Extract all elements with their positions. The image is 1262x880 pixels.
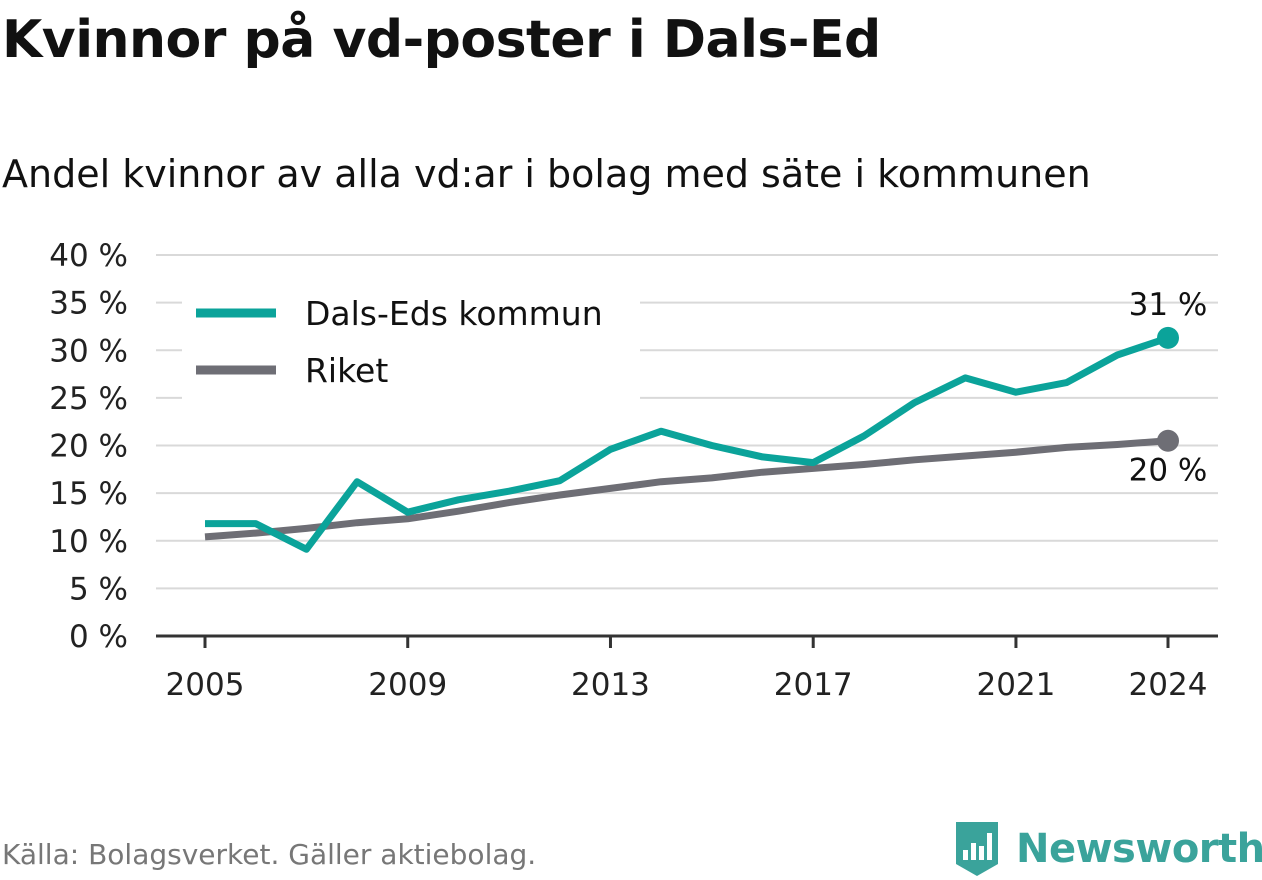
x-axis-ticks: 2005 2009 2013 2017 2021 2024: [166, 636, 1208, 703]
legend-background: [182, 282, 640, 400]
y-tick-label-30: 30 %: [49, 333, 128, 369]
end-label-riket: 20 %: [1129, 453, 1208, 489]
source-note: Källa: Bolagsverket. Gäller aktiebolag.: [2, 838, 537, 871]
brand-logo: Newsworthy: [952, 818, 1262, 880]
y-tick-label-10: 10 %: [49, 524, 128, 560]
y-tick-label-35: 35 %: [49, 286, 128, 322]
chart-subtitle: Andel kvinnor av alla vd:ar i bolag med …: [2, 152, 1091, 196]
x-tick-label-2017: 2017: [774, 667, 853, 703]
x-tick-label-2024: 2024: [1129, 667, 1208, 703]
series-endpoint-riket: [1157, 429, 1179, 452]
x-tick-label-2009: 2009: [368, 667, 447, 703]
x-tick-label-2005: 2005: [166, 667, 245, 703]
end-labels: 31 % 20 %: [1129, 287, 1208, 489]
legend-label-dals-ed: Dals-Eds kommun: [305, 294, 603, 333]
chart-title: Kvinnor på vd-poster i Dals-Ed: [2, 10, 881, 70]
legend-label-riket: Riket: [305, 351, 388, 390]
legend: Dals-Eds kommun Riket: [182, 282, 640, 400]
bar-chart-badge-icon: [956, 822, 998, 876]
y-tick-label-25: 25 %: [49, 381, 128, 417]
y-tick-label-15: 15 %: [49, 476, 128, 512]
x-tick-label-2013: 2013: [571, 667, 650, 703]
series-line-riket: [204, 437, 1169, 541]
brand-name: Newsworthy: [1016, 826, 1262, 872]
series-line-dals-ed: [205, 334, 1170, 553]
y-tick-label-20: 20 %: [49, 429, 128, 465]
x-tick-label-2021: 2021: [976, 667, 1055, 703]
y-tick-label-0: 0 %: [69, 619, 128, 655]
y-axis-ticks: 0 % 5 % 10 % 15 % 20 % 25 % 30 % 35 % 40 %: [49, 238, 128, 655]
series-layer: [204, 326, 1179, 553]
y-tick-label-40: 40 %: [49, 238, 128, 274]
y-tick-label-5: 5 %: [69, 571, 128, 607]
series-endpoint-dals-ed: [1157, 326, 1179, 349]
end-label-dals-ed: 31 %: [1129, 287, 1208, 323]
